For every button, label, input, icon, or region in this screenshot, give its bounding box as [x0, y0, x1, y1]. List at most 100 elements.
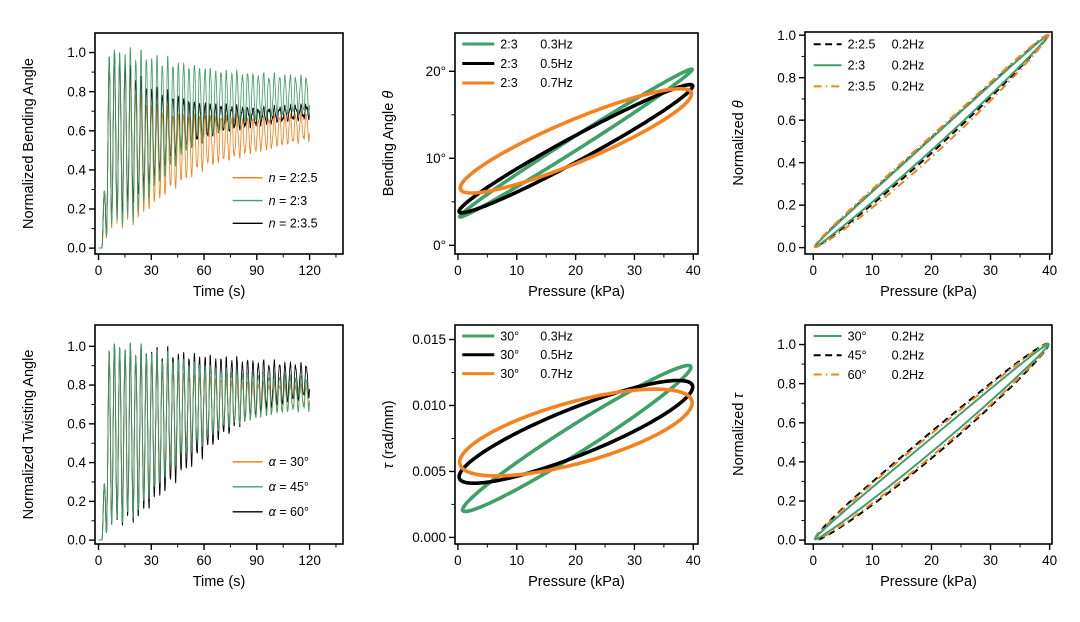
series-black — [457, 378, 695, 485]
legend-label: 2:3 — [500, 37, 517, 51]
legend-label: 30° — [848, 329, 867, 343]
panel-bending-angle-vs-pressure: 0 10 20 30 40 0° 10° 20° Pressure (kPa) Bending A… — [360, 0, 720, 311]
x-tick-label: 0 — [454, 263, 462, 278]
axes: 0 10 20 30 40 0.0 0.2 0.4 0.6 0.8 1.0 — [777, 324, 1057, 568]
x-tick-label: 120 — [298, 263, 321, 278]
y-tick-label: 10° — [426, 151, 446, 166]
x-tick-label: 20 — [568, 263, 583, 278]
x-tick-label: 10 — [509, 263, 524, 278]
panel-tau-vs-pressure: 0 10 20 30 40 0.000 0.005 0.010 0.015 Pressure (k… — [360, 311, 720, 622]
x-tick-label: 30 — [983, 553, 998, 568]
legend-label: 60° — [848, 368, 867, 382]
y-tick-label: 0.4 — [67, 163, 86, 178]
x-tick-label: 10 — [865, 263, 880, 278]
y-tick-label: 1.0 — [67, 45, 86, 60]
x-tick-label: 30 — [144, 553, 159, 568]
bending-angle-vs-time-svg: 0 30 60 90 120 0.0 0.2 0.4 0.6 0.8 1.0 Time (s) Norm… — [21, 32, 344, 300]
y-tick-label: 0.2 — [777, 198, 796, 213]
legend-detail: 0.3Hz — [540, 37, 573, 51]
legend-detail: 0.2Hz — [892, 329, 925, 343]
y-tick-label: 0.0 — [67, 241, 86, 256]
legend-detail: 0.2Hz — [892, 80, 925, 94]
legend-label: 2:3 — [500, 76, 517, 90]
legend: 30° 0.3Hz 30° 0.5Hz 30° 0.7Hz — [462, 329, 573, 381]
series-orange — [813, 33, 1050, 249]
axes: 0 30 60 90 120 0.0 0.2 0.4 0.6 0.8 1.0 — [67, 324, 344, 568]
legend-label: 2:3 — [848, 59, 865, 73]
legend-label: α = 60° — [269, 505, 309, 519]
y-tick-label: 0.015 — [412, 332, 446, 347]
bending-angle-vs-pressure-chart: 0 10 20 30 40 0° 10° 20° Pressure (kPa) Bending A… — [360, 0, 720, 311]
x-axis-label: Pressure (kPa) — [528, 574, 625, 590]
legend-label: n = 2:3 — [269, 194, 308, 208]
x-tick-label: 20 — [924, 263, 939, 278]
series-green — [98, 342, 311, 541]
y-tick-label: 0.4 — [777, 155, 796, 170]
y-axis-label: Normalized θ — [731, 100, 747, 185]
y-tick-label: 0.005 — [412, 464, 446, 479]
y-tick-label: 0.8 — [777, 70, 796, 85]
x-tick-label: 0 — [95, 263, 103, 278]
x-tick-label: 30 — [627, 553, 642, 568]
plot-series — [813, 33, 1050, 249]
x-axis-label: Pressure (kPa) — [880, 284, 977, 300]
y-axis-label: Normalized Twisting Angle — [21, 350, 37, 520]
y-tick-label: 0.2 — [777, 494, 796, 509]
y-tick-label: 0.0 — [777, 533, 796, 548]
x-tick-label: 90 — [249, 263, 264, 278]
series-orange — [457, 387, 694, 478]
panel-twisting-angle-vs-time: 0 30 60 90 120 0.0 0.2 0.4 0.6 0.8 1.0 Time (s) Norm… — [0, 311, 360, 622]
x-tick-label: 40 — [686, 553, 701, 568]
x-tick-label: 90 — [249, 553, 264, 568]
legend-detail: 0.5Hz — [540, 57, 573, 71]
y-tick-label: 0.010 — [412, 398, 446, 413]
x-tick-label: 60 — [197, 263, 212, 278]
legend: n = 2:2.5 n = 2:3 n = 2:3.5 — [232, 171, 318, 231]
x-tick-label: 40 — [1042, 263, 1057, 278]
x-tick-label: 40 — [1042, 553, 1057, 568]
x-tick-label: 0 — [454, 553, 462, 568]
y-tick-label: 0.8 — [67, 84, 86, 99]
axes: 0 10 20 30 40 0.000 0.005 0.010 0.015 — [412, 324, 701, 568]
legend-detail: 0.2Hz — [892, 59, 925, 73]
x-tick-label: 120 — [298, 553, 321, 568]
legend-detail: 0.2Hz — [892, 368, 925, 382]
panel-bending-angle-vs-time: 0 30 60 90 120 0.0 0.2 0.4 0.6 0.8 1.0 Time (s) Norm… — [0, 0, 360, 311]
legend-label: 30° — [500, 348, 519, 362]
y-tick-label: 0.8 — [777, 376, 796, 391]
y-tick-label: 0.000 — [412, 530, 446, 545]
x-tick-label: 10 — [865, 553, 880, 568]
y-axis-label: Normalized Bending Angle — [21, 58, 37, 229]
legend: 30° 0.2Hz 45° 0.2Hz 60° 0.2Hz — [813, 329, 925, 382]
series-orange — [813, 342, 1050, 541]
plot-series — [813, 342, 1050, 542]
series-green — [457, 67, 694, 220]
legend-label: 45° — [848, 349, 867, 363]
series-green — [813, 343, 1050, 541]
series-green — [98, 47, 311, 249]
y-axis-label: Normalized τ — [731, 392, 747, 476]
y-tick-label: 0.0 — [67, 533, 86, 548]
plot-series — [98, 342, 311, 541]
y-tick-label: 1.0 — [67, 339, 86, 354]
legend-detail: 0.5Hz — [540, 348, 573, 362]
normalized-tau-vs-pressure-svg: 0 10 20 30 40 0.0 0.2 0.4 0.6 0.8 1.0 Pressure (kPa… — [731, 324, 1057, 590]
x-tick-label: 0 — [810, 553, 818, 568]
y-tick-label: 0° — [433, 238, 446, 253]
series-black — [457, 82, 695, 215]
legend-label: 2:2.5 — [848, 38, 876, 52]
legend-detail: 0.7Hz — [540, 367, 573, 381]
x-axis-label: Pressure (kPa) — [528, 284, 625, 300]
legend-label: 30° — [500, 329, 519, 343]
y-tick-label: 0.8 — [67, 378, 86, 393]
plot-series — [457, 67, 695, 220]
y-tick-label: 0.4 — [777, 454, 796, 469]
x-tick-label: 60 — [197, 553, 212, 568]
twisting-angle-vs-time-chart: 0 30 60 90 120 0.0 0.2 0.4 0.6 0.8 1.0 Time (s) Norm… — [0, 311, 360, 622]
y-tick-label: 1.0 — [777, 337, 796, 352]
series-orange — [458, 86, 694, 195]
normalized-theta-vs-pressure-chart: 0 10 20 30 40 0.0 0.2 0.4 0.6 0.8 1.0 Pressure (kPa… — [720, 0, 1080, 311]
legend-label: 2:3.5 — [848, 80, 876, 94]
legend-detail: 0.2Hz — [892, 38, 925, 52]
